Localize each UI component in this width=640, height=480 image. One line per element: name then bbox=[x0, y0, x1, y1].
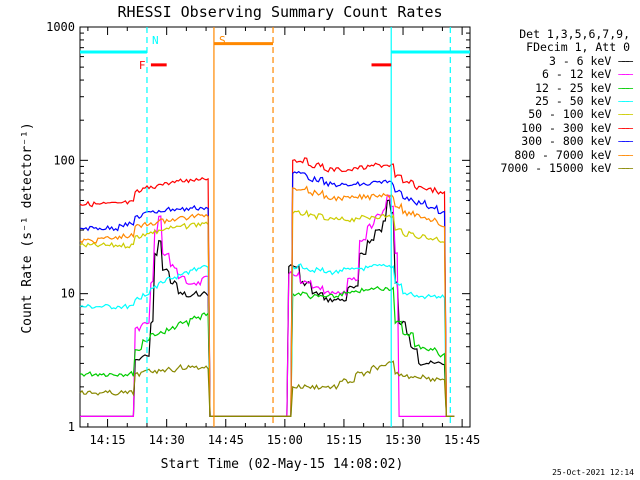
legend-label: 800 - 7000 keV bbox=[514, 147, 619, 162]
legend-label: 300 - 800 keV bbox=[521, 134, 619, 149]
legend-entry: 300 - 800 keV ——— bbox=[501, 134, 633, 149]
legend-entry: 6 - 12 keV ——— bbox=[501, 67, 633, 82]
x-tick-label: 15:00 bbox=[267, 433, 303, 447]
y-tick-label: 10 bbox=[61, 287, 75, 301]
series-line bbox=[79, 360, 455, 417]
legend-label: 12 - 25 keV bbox=[535, 80, 619, 95]
legend-entry: 25 - 50 keV ——— bbox=[501, 94, 633, 109]
x-axis-label: Start Time (02-May-15 14:08:02) bbox=[161, 457, 404, 472]
legend-swatch: ——— bbox=[618, 67, 633, 82]
legend-header: FDecim 1, Att 0 bbox=[526, 40, 630, 55]
x-tick-label: 15:45 bbox=[444, 433, 480, 447]
x-tick-label: 15:15 bbox=[326, 433, 362, 447]
legend-entry: 800 - 7000 keV ——— bbox=[501, 147, 633, 162]
legend-label: 6 - 12 keV bbox=[542, 67, 619, 82]
legend-header: Det 1,3,5,6,7,9, bbox=[519, 27, 630, 41]
marker-label: S bbox=[219, 34, 226, 47]
legend-entry: 7000 - 15000 keV ——— bbox=[500, 161, 633, 176]
legend-label: 100 - 300 keV bbox=[521, 120, 619, 135]
x-tick-label: 14:15 bbox=[90, 433, 126, 447]
legend-entry: 50 - 100 keV ——— bbox=[501, 107, 633, 122]
y-tick-label: 1000 bbox=[46, 20, 75, 34]
x-tick-label: 14:45 bbox=[208, 433, 244, 447]
timestamp: 25-Oct-2021 12:14 bbox=[552, 468, 634, 477]
legend-entry: 3 - 6 keV ——— bbox=[501, 53, 633, 68]
legend-swatch: ——— bbox=[618, 120, 633, 135]
y-tick-label: 100 bbox=[53, 153, 75, 167]
plot-frame bbox=[79, 26, 471, 428]
legend-swatch: ——— bbox=[618, 134, 633, 149]
legend: Det 1,3,5,6,7,9, FDecim 1, Att 0 3 - 6 ke… bbox=[500, 27, 633, 176]
chart-title: RHESSI Observing Summary Count Rates bbox=[117, 3, 442, 21]
interval-label: F bbox=[139, 59, 146, 72]
legend-entry: 12 - 25 keV ——— bbox=[501, 80, 633, 95]
legend-label: 50 - 100 keV bbox=[528, 107, 619, 122]
legend-label: 7000 - 15000 keV bbox=[500, 161, 619, 176]
x-tick-label: 15:30 bbox=[385, 433, 421, 447]
legend-swatch: ——— bbox=[618, 161, 633, 176]
y-axis-label: Count Rate (s⁻¹ detector⁻¹) bbox=[20, 122, 35, 333]
series-line bbox=[80, 194, 455, 417]
legend-label: 25 - 50 keV bbox=[535, 94, 619, 109]
marker-label: N bbox=[152, 34, 159, 47]
legend-swatch: ——— bbox=[618, 53, 633, 68]
legend-swatch: ——— bbox=[618, 80, 633, 95]
legend-swatch: ——— bbox=[618, 147, 633, 162]
legend-entry: 100 - 300 keV ——— bbox=[501, 120, 633, 135]
legend-swatch: ——— bbox=[618, 94, 633, 109]
legend-swatch: ——— bbox=[618, 107, 633, 122]
y-tick-label: 1 bbox=[68, 420, 75, 434]
x-tick-label: 14:30 bbox=[149, 433, 185, 447]
legend-label: 3 - 6 keV bbox=[548, 53, 619, 68]
